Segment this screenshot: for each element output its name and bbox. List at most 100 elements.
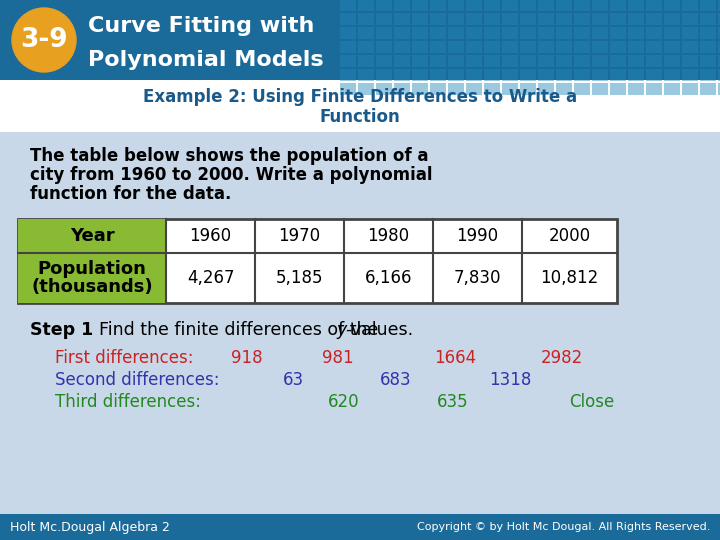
Bar [700,69,716,81]
Bar [394,41,410,53]
Bar [556,69,572,81]
Bar [682,83,698,95]
Text: 1664: 1664 [434,349,476,367]
Bar [556,55,572,67]
Bar [412,27,428,39]
Bar [448,55,464,67]
Text: Curve Fitting with: Curve Fitting with [88,16,315,36]
Circle shape [12,8,76,72]
Bar [502,41,518,53]
Bar [682,69,698,81]
Text: Second differences:: Second differences: [55,371,220,389]
Bar [430,69,446,81]
Bar [430,83,446,95]
Text: 7,830: 7,830 [454,269,501,287]
Bar [538,55,554,67]
Bar [610,41,626,53]
Bar [340,69,356,81]
Bar [484,27,500,39]
Bar [700,27,716,39]
Bar [718,13,720,25]
Bar [340,13,356,25]
Bar [718,41,720,53]
Text: 4,267: 4,267 [186,269,234,287]
Bar [538,41,554,53]
Bar [358,13,374,25]
Text: 6,166: 6,166 [365,269,413,287]
Bar [340,55,356,67]
Text: Function: Function [320,108,400,126]
Bar [664,55,680,67]
Text: 2000: 2000 [549,227,590,245]
Bar [592,55,608,67]
Bar [664,41,680,53]
Bar [394,0,410,11]
Bar [466,83,482,95]
Bar [538,13,554,25]
Bar [394,83,410,95]
Bar [448,27,464,39]
Bar [502,83,518,95]
Text: 620: 620 [328,393,360,411]
Text: 1990: 1990 [456,227,498,245]
Bar [538,27,554,39]
Bar [610,69,626,81]
Bar [664,0,680,11]
Text: Find the finite differences of the: Find the finite differences of the [88,321,384,339]
Text: Third differences:: Third differences: [55,393,201,411]
Bar [484,83,500,95]
Bar [376,27,392,39]
Bar [448,13,464,25]
Bar [592,69,608,81]
Bar [502,55,518,67]
Bar [664,83,680,95]
Bar [718,55,720,67]
Bar [592,13,608,25]
Bar [412,83,428,95]
Bar [646,69,662,81]
Text: 2982: 2982 [541,349,583,367]
Text: Population: Population [37,260,146,278]
Bar [592,83,608,95]
Bar [376,0,392,11]
Text: -values.: -values. [345,321,413,339]
Bar [520,27,536,39]
Bar [484,13,500,25]
Bar [484,69,500,81]
Bar [592,27,608,39]
Bar [646,83,662,95]
Bar [682,41,698,53]
Bar [358,69,374,81]
Bar [18,219,166,303]
Bar [610,0,626,11]
Bar [502,27,518,39]
Bar [430,41,446,53]
Bar [556,0,572,11]
Bar [520,41,536,53]
Text: Copyright © by Holt Mc Dougal. All Rights Reserved.: Copyright © by Holt Mc Dougal. All Right… [417,522,710,532]
Text: (thousands): (thousands) [31,278,153,296]
Bar [682,13,698,25]
Bar [574,83,590,95]
Bar [682,0,698,11]
Bar [394,55,410,67]
Bar [448,69,464,81]
Bar [466,27,482,39]
Bar [466,69,482,81]
Text: y: y [336,321,346,339]
Bar [430,55,446,67]
Bar [376,55,392,67]
Bar [628,69,644,81]
Bar [610,27,626,39]
Text: 3-9: 3-9 [20,27,68,53]
Bar [376,41,392,53]
Bar [610,55,626,67]
Text: 635: 635 [437,393,469,411]
Bar [610,83,626,95]
Bar [574,41,590,53]
Text: Year: Year [70,227,114,245]
Bar [502,0,518,11]
Text: First differences:: First differences: [55,349,194,367]
Bar [430,13,446,25]
Bar [574,13,590,25]
